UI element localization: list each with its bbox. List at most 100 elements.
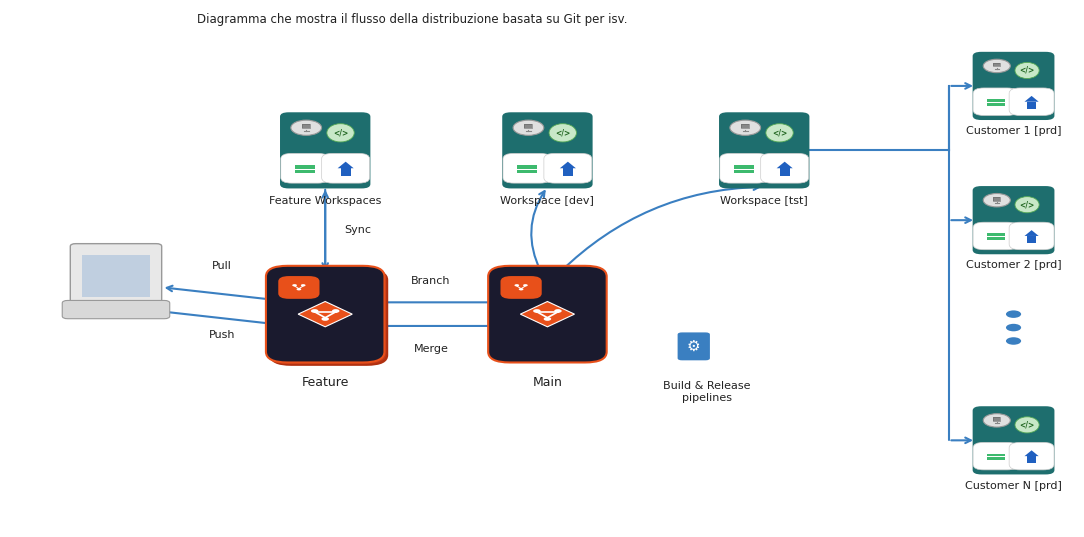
FancyBboxPatch shape — [972, 406, 1055, 475]
Circle shape — [1006, 310, 1021, 318]
Circle shape — [519, 288, 524, 291]
FancyBboxPatch shape — [993, 197, 1001, 201]
FancyBboxPatch shape — [1009, 88, 1054, 115]
Circle shape — [322, 317, 328, 321]
Circle shape — [332, 309, 339, 313]
FancyBboxPatch shape — [734, 170, 754, 173]
Text: Branch: Branch — [411, 276, 451, 286]
Circle shape — [291, 120, 322, 135]
FancyBboxPatch shape — [563, 168, 573, 176]
Text: Diagramma che mostra il flusso della distribuzione basata su Git per isv.: Diagramma che mostra il flusso della dis… — [196, 13, 628, 26]
Polygon shape — [520, 301, 575, 327]
Text: Pull: Pull — [212, 261, 232, 271]
FancyBboxPatch shape — [81, 255, 151, 297]
Text: Customer 2 [prd]: Customer 2 [prd] — [966, 260, 1061, 271]
FancyBboxPatch shape — [720, 154, 767, 183]
Text: Merge: Merge — [413, 344, 449, 354]
Text: Customer N [prd]: Customer N [prd] — [965, 481, 1062, 491]
FancyBboxPatch shape — [972, 186, 1055, 255]
Circle shape — [983, 59, 1010, 72]
Ellipse shape — [1015, 417, 1040, 433]
Polygon shape — [776, 162, 792, 168]
Text: </>: </> — [772, 128, 787, 137]
FancyBboxPatch shape — [973, 442, 1018, 470]
Polygon shape — [298, 301, 352, 327]
FancyBboxPatch shape — [70, 244, 162, 306]
Circle shape — [513, 120, 544, 135]
FancyBboxPatch shape — [1027, 236, 1036, 243]
Text: Customer 1 [prd]: Customer 1 [prd] — [966, 126, 1061, 136]
Text: </>: </> — [555, 128, 570, 137]
Text: Main: Main — [532, 376, 563, 389]
FancyBboxPatch shape — [734, 165, 754, 169]
FancyBboxPatch shape — [544, 154, 592, 183]
Circle shape — [515, 284, 519, 286]
Circle shape — [293, 284, 297, 286]
Circle shape — [1006, 337, 1021, 345]
Text: </>: </> — [1019, 200, 1035, 209]
FancyBboxPatch shape — [270, 269, 388, 366]
Polygon shape — [1024, 451, 1038, 456]
Text: Workspace [tst]: Workspace [tst] — [721, 196, 808, 206]
FancyBboxPatch shape — [1027, 101, 1036, 109]
FancyBboxPatch shape — [517, 170, 538, 173]
FancyBboxPatch shape — [986, 103, 1005, 106]
FancyBboxPatch shape — [488, 266, 607, 362]
FancyBboxPatch shape — [295, 165, 315, 169]
Ellipse shape — [327, 124, 354, 142]
Polygon shape — [559, 162, 576, 168]
Circle shape — [983, 193, 1010, 207]
FancyBboxPatch shape — [678, 332, 710, 360]
Text: </>: </> — [333, 128, 348, 137]
FancyBboxPatch shape — [779, 168, 790, 176]
Text: </>: </> — [1019, 420, 1035, 430]
Circle shape — [1006, 324, 1021, 331]
Circle shape — [297, 288, 301, 291]
FancyBboxPatch shape — [302, 124, 310, 128]
Text: Workspace [dev]: Workspace [dev] — [501, 196, 594, 206]
FancyBboxPatch shape — [973, 88, 1018, 115]
FancyBboxPatch shape — [1027, 456, 1036, 463]
Text: Feature Workspaces: Feature Workspaces — [269, 196, 382, 206]
Ellipse shape — [550, 124, 577, 142]
Text: ⚙: ⚙ — [687, 339, 700, 354]
FancyBboxPatch shape — [525, 124, 532, 128]
FancyBboxPatch shape — [986, 458, 1005, 460]
FancyBboxPatch shape — [295, 170, 315, 173]
FancyBboxPatch shape — [741, 124, 749, 128]
FancyBboxPatch shape — [517, 165, 538, 169]
FancyBboxPatch shape — [986, 237, 1005, 240]
Circle shape — [544, 317, 551, 321]
FancyBboxPatch shape — [986, 454, 1005, 456]
Circle shape — [983, 413, 1010, 427]
FancyBboxPatch shape — [501, 276, 542, 299]
FancyBboxPatch shape — [279, 276, 320, 299]
FancyBboxPatch shape — [986, 99, 1005, 102]
Text: Sync: Sync — [345, 226, 372, 235]
Text: Build & Release
pipelines: Build & Release pipelines — [663, 381, 750, 403]
FancyBboxPatch shape — [280, 112, 371, 188]
Text: Feature: Feature — [301, 376, 349, 389]
Circle shape — [524, 284, 528, 286]
FancyBboxPatch shape — [719, 112, 810, 188]
FancyBboxPatch shape — [993, 417, 1001, 421]
Text: </>: </> — [1019, 66, 1035, 75]
FancyBboxPatch shape — [62, 301, 170, 319]
Circle shape — [730, 120, 761, 135]
Polygon shape — [337, 162, 353, 168]
FancyBboxPatch shape — [266, 266, 385, 362]
Circle shape — [311, 309, 319, 313]
Polygon shape — [1024, 230, 1038, 236]
FancyBboxPatch shape — [340, 168, 351, 176]
Circle shape — [554, 309, 562, 313]
Circle shape — [533, 309, 541, 313]
FancyBboxPatch shape — [1009, 222, 1054, 250]
Ellipse shape — [766, 124, 793, 142]
FancyBboxPatch shape — [1009, 442, 1054, 470]
FancyBboxPatch shape — [973, 222, 1018, 250]
Ellipse shape — [1015, 62, 1040, 78]
Ellipse shape — [1015, 197, 1040, 213]
Polygon shape — [1024, 96, 1038, 101]
Text: Push: Push — [209, 330, 235, 340]
FancyBboxPatch shape — [972, 52, 1055, 120]
